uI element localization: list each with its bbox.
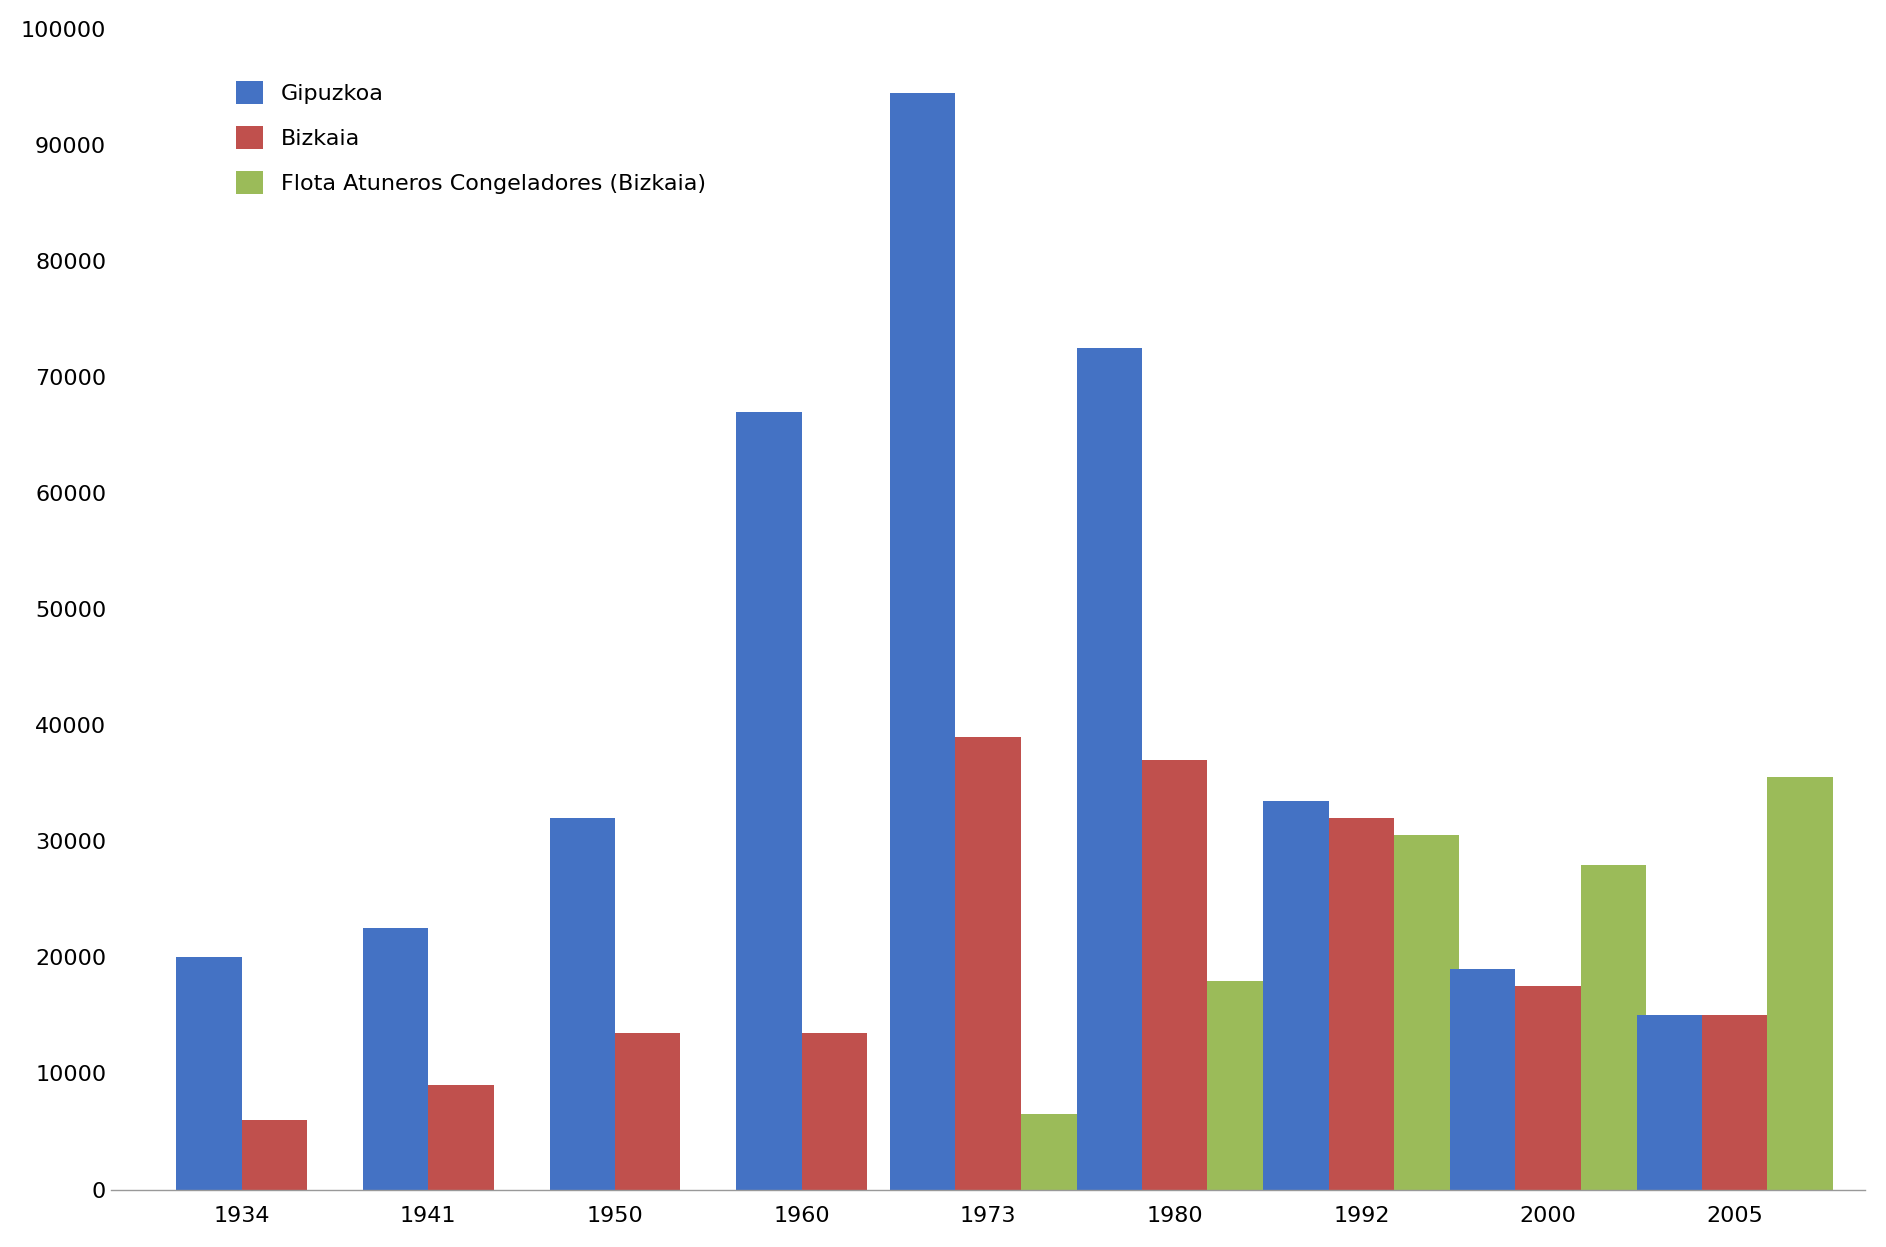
Bar: [736, 412, 802, 1190]
Bar: [615, 1033, 681, 1190]
Bar: [1450, 969, 1514, 1190]
Bar: [890, 92, 956, 1190]
Bar: [1328, 818, 1394, 1190]
Bar: [802, 1033, 868, 1190]
Bar: [1767, 777, 1833, 1190]
Bar: [177, 958, 241, 1190]
Bar: [1143, 761, 1207, 1190]
Bar: [241, 1120, 307, 1190]
Bar: [1514, 986, 1580, 1190]
Bar: [362, 928, 428, 1190]
Bar: [1207, 980, 1273, 1190]
Bar: [1077, 348, 1143, 1190]
Legend: Gipuzkoa, Bizkaia, Flota Atuneros Congeladores (Bizkaia): Gipuzkoa, Bizkaia, Flota Atuneros Congel…: [219, 64, 724, 212]
Bar: [1637, 1015, 1701, 1190]
Bar: [428, 1085, 494, 1190]
Bar: [956, 737, 1020, 1190]
Bar: [1580, 864, 1646, 1190]
Bar: [1394, 835, 1460, 1190]
Bar: [1020, 1114, 1086, 1190]
Bar: [549, 818, 615, 1190]
Bar: [1264, 801, 1328, 1190]
Bar: [1701, 1015, 1767, 1190]
